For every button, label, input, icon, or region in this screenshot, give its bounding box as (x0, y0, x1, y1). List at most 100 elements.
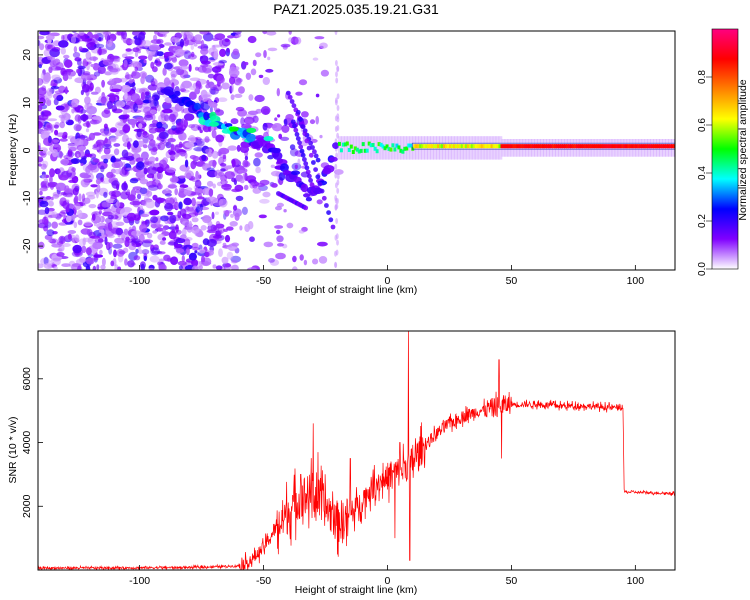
heatmap-cell (200, 39, 205, 48)
heatmap-cell (583, 144, 587, 149)
heatmap-cell (302, 131, 308, 137)
heatmap-cell (309, 182, 315, 188)
heatmap-cell (185, 187, 193, 192)
heatmap-cell (319, 134, 323, 139)
heatmap-cell (111, 105, 118, 112)
heatmap-cell (306, 145, 312, 151)
heatmap-cell (447, 144, 450, 149)
heatmap-cell (139, 71, 148, 78)
heatmap-cell (367, 141, 371, 146)
heatmap-cell (82, 237, 94, 243)
heatmap-cell (77, 34, 86, 42)
heatmap-cell (288, 37, 293, 43)
heatmap-cell (73, 221, 78, 228)
heatmap-cell (86, 195, 96, 200)
heatmap-cell (71, 108, 75, 114)
heatmap-cell (542, 144, 546, 149)
heatmap-cell (389, 147, 393, 152)
heatmap-cell (267, 124, 272, 129)
heatmap-cell (142, 130, 148, 136)
heatmap-cell (235, 106, 245, 112)
heatmap-cell (271, 183, 278, 188)
heatmap-cell (53, 266, 58, 270)
heatmap-cell (142, 200, 147, 207)
heatmap-cell (494, 144, 498, 149)
heatmap-cell (109, 68, 119, 73)
heatmap-cell (74, 138, 84, 147)
heatmap-cell (335, 60, 338, 66)
heatmap-cell (125, 137, 133, 143)
heatmap-cell (631, 144, 635, 149)
heatmap-cell (289, 99, 295, 104)
heatmap-cell (335, 99, 338, 106)
heatmap-cell (458, 144, 462, 149)
heatmap-cell (100, 130, 112, 137)
heatmap-cell (126, 141, 131, 150)
heatmap-cell (93, 254, 103, 258)
heatmap-cell (95, 139, 106, 146)
heatmap-cell (55, 182, 67, 191)
heatmap-cell (309, 119, 316, 125)
heatmap-cell (121, 166, 128, 175)
heatmap-cell (129, 200, 141, 206)
heatmap-cell (292, 255, 297, 263)
y-tick-label: 6000 (21, 367, 33, 391)
heatmap-cell (336, 93, 340, 100)
heatmap-cell (226, 48, 230, 53)
heatmap-cell (308, 140, 313, 146)
heatmap-cell (64, 86, 68, 95)
heatmap-cell (336, 187, 340, 194)
heatmap-cell (294, 164, 298, 169)
heatmap-cell (308, 152, 314, 158)
heatmap-cell (227, 35, 235, 39)
heatmap-cell (219, 38, 223, 47)
heatmap-cell (263, 136, 274, 142)
heatmap-cell (268, 258, 275, 263)
heatmap-cell (61, 263, 71, 267)
heatmap-cell (168, 79, 180, 86)
heatmap-cell (148, 267, 155, 270)
heatmap-cell (510, 144, 514, 149)
heatmap-cell (298, 79, 308, 86)
heatmap-cell (109, 137, 117, 143)
heatmap-cell (223, 228, 228, 232)
heatmap-cell (121, 233, 126, 238)
heatmap-cell (82, 200, 87, 207)
heatmap-cell (482, 144, 486, 149)
heatmap-cell (160, 113, 169, 122)
heatmap-cell (544, 144, 548, 149)
heatmap-cell (244, 223, 251, 233)
heatmap-cell (199, 129, 203, 134)
heatmap-cell (247, 110, 259, 116)
heatmap-cell (190, 44, 194, 50)
heatmap-cell (255, 182, 266, 187)
heatmap-cell (265, 68, 274, 73)
heatmap-cell (49, 168, 55, 178)
heatmap-cell (186, 223, 193, 233)
heatmap-cell (82, 84, 90, 93)
heatmap-cell (298, 229, 305, 234)
heatmap-cell (303, 259, 308, 266)
heatmap-cell (311, 160, 316, 165)
heatmap-cell (212, 159, 217, 168)
heatmap-cell (532, 144, 536, 149)
heatmap-cell (247, 35, 257, 44)
heatmap-cell (255, 52, 262, 58)
heatmap-cell (163, 77, 171, 87)
heatmap-cell (241, 206, 248, 215)
heatmap-cell (108, 222, 113, 231)
heatmap-cell (159, 240, 166, 245)
heatmap-cell (253, 157, 261, 167)
heatmap-cell (233, 77, 242, 86)
heatmap-cell (38, 163, 42, 167)
heatmap-cell (94, 238, 105, 243)
heatmap-cell (150, 61, 155, 69)
snr-x-axis-label: Height of straight line (km) (295, 584, 418, 596)
heatmap-cell (321, 195, 327, 201)
heatmap-cell (200, 48, 209, 55)
heatmap-cell (77, 219, 83, 226)
heatmap-cell (72, 187, 79, 196)
x-tick-label: 50 (506, 275, 518, 287)
heatmap-cell (647, 144, 651, 149)
heatmap-cell (357, 149, 361, 154)
